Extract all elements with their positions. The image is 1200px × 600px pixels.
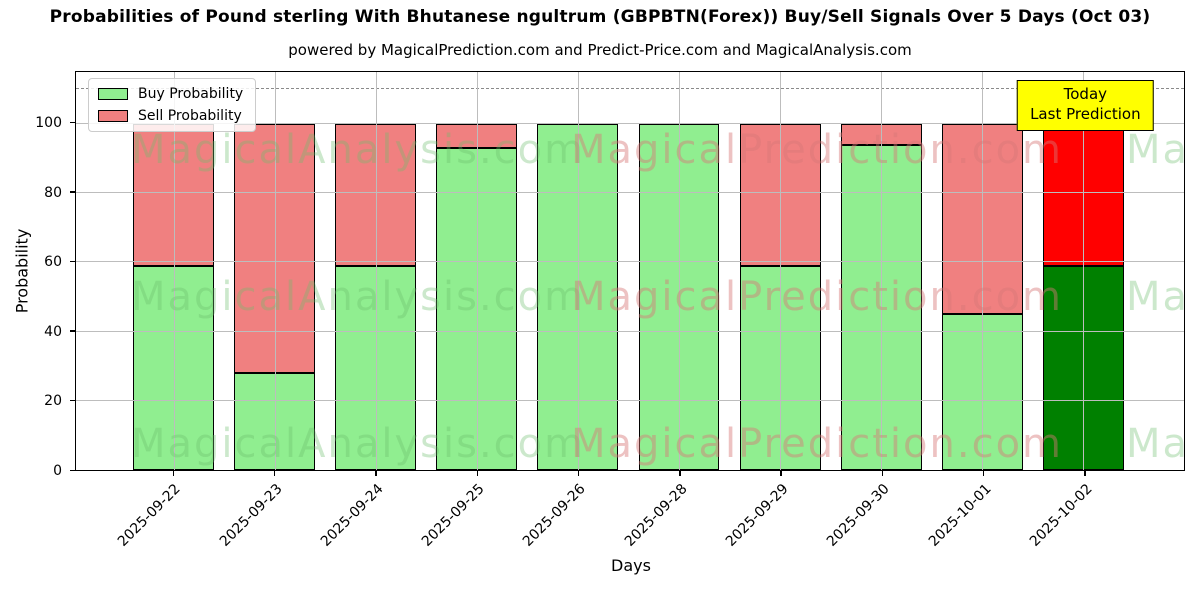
legend: Buy Probability Sell Probability (88, 78, 257, 132)
gridline-y-40 (76, 330, 1184, 332)
gridline-x-2025-10-02 (1083, 72, 1085, 470)
x-slot-2025-09-26: 2025-09-26 (520, 471, 628, 596)
bar-slot-2025-09-25 (426, 72, 527, 470)
x-slot-2025-09-29: 2025-09-29 (723, 471, 831, 596)
x-tick-label-2025-09-29: 2025-09-29 (722, 481, 792, 550)
y-tick-40 (70, 330, 75, 332)
x-slot-2025-09-25: 2025-09-25 (419, 471, 527, 596)
gridline-y-20 (76, 399, 1184, 401)
y-tick-label-20: 20 (44, 393, 62, 410)
x-tick-2025-09-23 (273, 471, 276, 476)
annotation-line-2: Last Prediction (1030, 105, 1141, 124)
y-axis-label: Probability (12, 228, 32, 314)
x-slot-2025-09-22: 2025-09-22 (115, 471, 223, 596)
bar-slot-2025-09-24 (325, 72, 426, 470)
x-tick-2025-09-30 (881, 471, 884, 476)
gridline-x-2025-09-25 (476, 72, 478, 470)
x-tick-2025-09-22 (172, 471, 175, 476)
legend-item-buy: Buy Probability (98, 86, 243, 102)
x-tick-label-2025-09-28: 2025-09-28 (621, 481, 691, 550)
gridline-x-2025-09-24 (375, 72, 377, 470)
y-tick-label-60: 60 (44, 254, 62, 271)
bar-slot-2025-09-22 (123, 72, 224, 470)
gridline-x-2025-09-30 (881, 72, 883, 470)
y-axis: 0 20 40 60 80 100 (0, 71, 75, 479)
x-axis-label: Days (611, 556, 651, 575)
legend-label: Buy Probability (138, 86, 244, 102)
legend-label: Sell Probability (138, 108, 242, 124)
x-tick-label-2025-09-25: 2025-09-25 (419, 481, 488, 550)
gridline-x-2025-09-23 (274, 72, 276, 470)
gridline-y-80 (76, 192, 1184, 194)
x-tick-2025-09-26 (577, 471, 580, 476)
bars-container (123, 72, 1134, 470)
plot-area: MagicalAnalysis.com MagicalPrediction.com… (75, 71, 1185, 471)
x-tick-label-2025-09-22: 2025-09-22 (115, 481, 184, 550)
dashed-threshold-line (76, 88, 1184, 90)
gridline-y-60 (76, 261, 1184, 263)
y-tick-0 (70, 469, 75, 471)
watermark-text: MagicalAnalysis.com (1126, 421, 1185, 467)
bar-slot-2025-10-01 (932, 72, 1033, 470)
legend-swatch-sell (98, 110, 128, 122)
chart-subtitle: powered by MagicalPrediction.com and Pre… (288, 41, 912, 59)
x-tick-label-2025-09-30: 2025-09-30 (824, 481, 894, 550)
gridline-y-100 (76, 122, 1184, 124)
legend-swatch-buy (98, 88, 128, 100)
annotation-line-1: Today (1063, 85, 1108, 103)
bar-slot-2025-09-28 (628, 72, 729, 470)
y-tick-100 (70, 121, 75, 124)
bar-slot-2025-09-26 (527, 72, 628, 470)
x-slot-2025-09-24: 2025-09-24 (318, 471, 426, 596)
y-tick-label-100: 100 (35, 115, 62, 132)
bar-slot-2025-10-02 (1033, 72, 1134, 470)
x-axis: 2025-09-22 2025-09-23 2025-09-24 2025-09-25… (115, 471, 1135, 596)
x-tick-label-2025-10-02: 2025-10-02 (1026, 481, 1096, 550)
chart-title: Probabilities of Pound sterling With Bhu… (49, 7, 1151, 27)
y-tick-label-0: 0 (53, 463, 62, 479)
y-tick-60 (70, 260, 75, 263)
gridline-x-2025-09-29 (780, 72, 782, 470)
watermark-text: MagicalAnalysis.com (1126, 127, 1185, 173)
bar-slot-2025-09-30 (831, 72, 932, 470)
gridline-x-2025-10-01 (982, 72, 984, 470)
bar-slot-2025-09-29 (730, 72, 831, 470)
x-tick-2025-10-01 (983, 471, 985, 476)
gridline-x-2025-09-28 (679, 72, 681, 470)
x-tick-2025-09-29 (780, 471, 782, 476)
x-tick-label-2025-10-01: 2025-10-01 (925, 481, 995, 550)
x-tick-2025-09-24 (375, 471, 377, 476)
x-slot-2025-10-02: 2025-10-02 (1027, 471, 1135, 596)
x-tick-2025-10-02 (1084, 471, 1086, 476)
legend-item-sell: Sell Probability (98, 108, 243, 124)
y-tick-label-80: 80 (44, 184, 62, 201)
x-tick-label-2025-09-26: 2025-09-26 (520, 481, 590, 550)
x-slot-2025-10-01: 2025-10-01 (925, 471, 1033, 596)
y-tick-80 (70, 191, 75, 193)
annotation-today-box: Today Last Prediction (1017, 80, 1154, 131)
x-slot-2025-09-23: 2025-09-23 (216, 471, 324, 596)
x-slot-2025-09-28: 2025-09-28 (622, 471, 729, 596)
x-tick-2025-09-25 (476, 471, 478, 476)
x-tick-2025-09-28 (679, 471, 681, 476)
gridline-x-2025-09-22 (173, 72, 175, 470)
x-slot-2025-09-30: 2025-09-30 (824, 471, 932, 596)
bar-slot-2025-09-23 (224, 72, 325, 470)
y-tick-20 (70, 400, 75, 402)
y-tick-label-40: 40 (44, 323, 62, 340)
gridline-x-2025-09-26 (577, 72, 579, 470)
watermark-text: MagicalAnalysis.com (1126, 274, 1185, 320)
x-tick-label-2025-09-23: 2025-09-23 (216, 481, 286, 550)
x-tick-label-2025-09-24: 2025-09-24 (317, 481, 387, 550)
